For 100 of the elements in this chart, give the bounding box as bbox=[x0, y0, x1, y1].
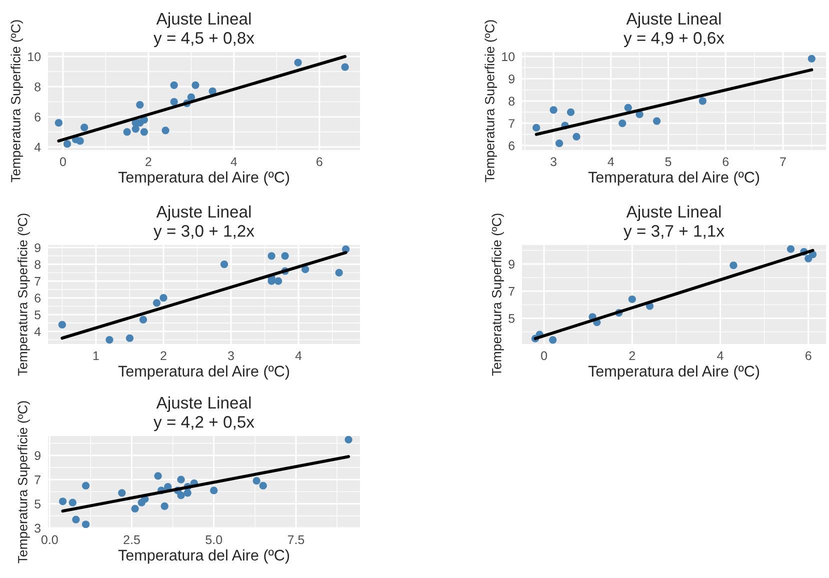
point bbox=[126, 334, 134, 342]
x-tick-label: 2 bbox=[146, 157, 152, 166]
point bbox=[82, 520, 90, 528]
x-tick-label: 2 bbox=[629, 351, 635, 360]
point bbox=[252, 476, 260, 485]
x-tick-label: 4 bbox=[230, 157, 238, 166]
point bbox=[160, 502, 168, 510]
point bbox=[301, 266, 310, 274]
y-tick-label: 7 bbox=[508, 287, 514, 296]
x-axis-title: Temperatura del Aire (ºC) bbox=[588, 365, 760, 380]
x-tick-label: 0.0 bbox=[41, 535, 58, 544]
y-tick-label: 6 bbox=[34, 112, 41, 122]
point bbox=[192, 81, 200, 89]
chart-subtitle: y = 3,0 + 1,2x bbox=[154, 225, 254, 240]
y-tick-label: 6 bbox=[34, 294, 41, 303]
y-axis-title: Temperatura Superficie (ºC) bbox=[18, 214, 30, 376]
x-axis-title: Temperatura del Aire (ºC) bbox=[118, 365, 290, 380]
point bbox=[118, 489, 126, 497]
y-tick-label: 5 bbox=[34, 500, 41, 508]
y-axis-title: Temperatura Superficie (ºC) bbox=[484, 20, 497, 182]
x-axis-title: Temperatura del Aire (ºC) bbox=[118, 549, 290, 564]
point bbox=[58, 498, 67, 506]
point bbox=[58, 320, 66, 329]
chart-title: Ajuste Lineal bbox=[626, 12, 721, 28]
y-tick-label: 4 bbox=[34, 142, 41, 152]
point bbox=[786, 245, 795, 253]
point bbox=[160, 294, 168, 302]
y-tick-label: 7 bbox=[508, 119, 514, 128]
point bbox=[140, 128, 148, 136]
point bbox=[162, 126, 170, 134]
point bbox=[106, 336, 114, 344]
x-tick-label: 6 bbox=[316, 157, 322, 166]
chart-title: Ajuste Lineal bbox=[626, 205, 721, 221]
point bbox=[294, 58, 302, 66]
point bbox=[341, 63, 349, 71]
x-tick-label: 0 bbox=[60, 157, 66, 166]
point bbox=[335, 268, 343, 276]
chart-subtitle: y = 4,9 + 0,6x bbox=[624, 32, 724, 48]
x-tick-label: 3 bbox=[550, 157, 556, 166]
point bbox=[170, 81, 178, 89]
point bbox=[220, 260, 228, 268]
point bbox=[72, 516, 80, 524]
point bbox=[344, 436, 352, 444]
x-tick-label: 6 bbox=[722, 157, 729, 166]
point bbox=[54, 119, 62, 127]
point bbox=[550, 106, 558, 114]
point bbox=[652, 117, 661, 125]
x-tick-label: 7.5 bbox=[288, 535, 304, 544]
y-tick-label: 7 bbox=[34, 476, 40, 484]
x-axis-title: Temperatura del Aire (ºC) bbox=[118, 171, 290, 186]
x-tick-label: 2.5 bbox=[124, 535, 140, 544]
y-tick-label: 7 bbox=[34, 277, 40, 286]
point bbox=[566, 108, 575, 116]
point bbox=[123, 128, 131, 136]
point bbox=[274, 277, 282, 285]
x-tick-label: 2 bbox=[160, 351, 166, 360]
x-tick-label: 3 bbox=[228, 351, 234, 360]
point bbox=[170, 98, 178, 106]
point bbox=[210, 486, 218, 494]
point bbox=[152, 299, 161, 307]
point bbox=[628, 295, 636, 304]
y-tick-label: 9 bbox=[34, 243, 40, 252]
x-tick-label: 1 bbox=[93, 351, 99, 360]
point bbox=[259, 482, 267, 490]
point bbox=[187, 93, 195, 102]
point bbox=[63, 140, 72, 148]
y-tick-label: 8 bbox=[34, 82, 41, 92]
x-tick-label: 5 bbox=[665, 157, 672, 166]
point bbox=[808, 54, 816, 62]
chart-title: Ajuste Lineal bbox=[156, 205, 251, 221]
y-tick-label: 6 bbox=[508, 141, 515, 150]
y-tick-label: 9 bbox=[508, 260, 514, 269]
x-tick-label: 7 bbox=[780, 157, 786, 166]
chart-subtitle: y = 4,5 + 0,8x bbox=[154, 32, 254, 48]
x-tick-label: 4 bbox=[295, 351, 302, 360]
point bbox=[76, 137, 84, 145]
y-tick-label: 9 bbox=[508, 74, 514, 84]
y-tick-label: 10 bbox=[502, 52, 515, 62]
x-tick-label: 6 bbox=[806, 351, 812, 360]
y-tick-label: 10 bbox=[28, 52, 41, 62]
point bbox=[68, 498, 76, 506]
y-tick-label: 5 bbox=[34, 310, 41, 320]
chart-subtitle: y = 4,2 + 0,5x bbox=[154, 416, 254, 432]
x-tick-label: 0 bbox=[541, 351, 548, 360]
point bbox=[82, 482, 90, 490]
point bbox=[184, 489, 192, 497]
point bbox=[618, 119, 626, 128]
chart-title: Ajuste Lineal bbox=[156, 396, 251, 412]
point bbox=[730, 262, 738, 270]
point bbox=[131, 504, 139, 512]
x-tick-label: 4 bbox=[717, 351, 724, 360]
x-tick-label: 5.0 bbox=[206, 535, 222, 544]
point bbox=[177, 476, 185, 484]
y-tick-label: 8 bbox=[34, 260, 41, 269]
chart-subtitle: y = 3,7 + 1,1x bbox=[624, 225, 724, 240]
y-tick-label: 9 bbox=[34, 451, 40, 460]
y-tick-label: 4 bbox=[34, 327, 41, 336]
point bbox=[136, 100, 144, 109]
y-tick-label: 3 bbox=[34, 524, 41, 533]
point bbox=[80, 124, 88, 132]
